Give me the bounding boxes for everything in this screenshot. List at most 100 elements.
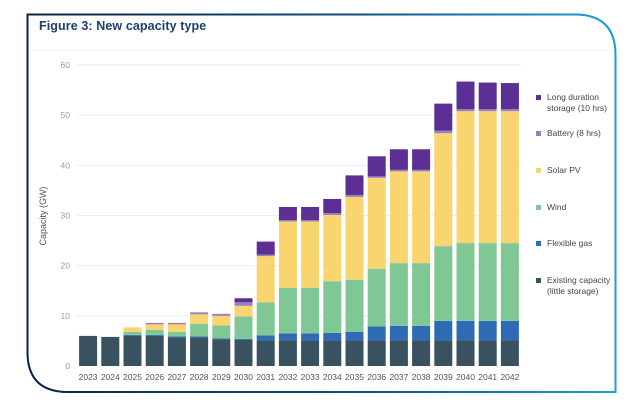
bar-stack-2029 (212, 313, 231, 366)
x-tick-label: 2031 (256, 372, 275, 382)
bar-segment (301, 287, 320, 334)
bar-segment (145, 324, 164, 330)
x-axis-ticks: 2023 2024 2025 2026 2027 2028 2029 2030 2031 2032… (79, 372, 520, 382)
bar-segment (434, 133, 453, 247)
bar-stack-2026 (145, 322, 164, 366)
bar-segment (190, 323, 209, 337)
bar-segment (167, 337, 186, 366)
bar-segment (478, 243, 497, 321)
bar-segment (478, 111, 497, 244)
figure-title: Figure 3: New capacity type (39, 19, 207, 33)
bar-segment (212, 338, 231, 340)
legend-item: Solar PV (536, 165, 621, 176)
bar-segment (278, 221, 297, 288)
x-tick-label: 2025 (123, 372, 142, 382)
bar-segment (345, 340, 364, 366)
bar-segment (456, 320, 475, 341)
y-tick-label: 0 (65, 361, 70, 371)
bar-stack-2035 (345, 175, 364, 366)
bar-segment (256, 256, 275, 303)
bar-segment (234, 298, 253, 303)
bar-segment (301, 340, 320, 366)
bar-segment (234, 339, 253, 366)
bar-segment (367, 268, 386, 327)
y-tick-label: 30 (61, 211, 71, 221)
bar-segment (500, 340, 519, 366)
bar-segment (323, 281, 342, 333)
bar-segment (412, 340, 431, 366)
bar-segment (434, 103, 453, 131)
bar-segment (256, 254, 275, 257)
bar-segment (434, 130, 453, 134)
bar-segment (478, 109, 497, 112)
frame-border (26, 13, 617, 393)
bar-segment (145, 322, 164, 325)
bar-segment (167, 331, 186, 337)
x-tick-label: 2033 (301, 372, 320, 382)
bar-segment (478, 320, 497, 341)
bar-segment (145, 329, 164, 335)
bar-segment (345, 175, 364, 195)
bar-segment (167, 324, 186, 332)
bar-segment (345, 279, 364, 332)
bar-segment (278, 333, 297, 341)
bar-segment (256, 241, 275, 255)
x-tick-label: 2029 (212, 372, 231, 382)
bar-segment (256, 335, 275, 341)
bar-segment (478, 82, 497, 110)
bar-segment (500, 83, 519, 110)
y-axis-ticks: 0 10 20 30 40 50 60 (61, 60, 71, 371)
legend-swatch (536, 205, 541, 210)
bar-stack-2033 (301, 206, 320, 366)
x-tick-label: 2035 (345, 372, 364, 382)
bar-segment (234, 316, 253, 339)
bar-segment (345, 331, 364, 341)
legend-label: Wind (547, 202, 567, 212)
y-tick-label: 40 (61, 160, 71, 170)
bar-segment (212, 339, 231, 366)
bar-segment (301, 221, 320, 288)
bar-segment (389, 340, 408, 366)
bar-segment (434, 246, 453, 321)
bar-segment (500, 109, 519, 112)
bar-segment (389, 149, 408, 170)
bar-segment (412, 263, 431, 326)
bar-segment (456, 81, 475, 110)
bar-segment (345, 194, 364, 197)
legend-label: Long duration storage (10 hrs) (547, 92, 607, 113)
legend-label: Flexible gas (547, 238, 593, 248)
bar-segment (190, 314, 209, 324)
bar-segment (167, 322, 186, 325)
bar-segment (323, 212, 342, 215)
bar-stack-2031 (256, 241, 275, 366)
bar-stack-2027 (167, 322, 186, 366)
bar-segment (500, 243, 519, 321)
legend-label: Battery (8 hrs) (547, 128, 601, 138)
legend-item: Long duration storage (10 hrs) (536, 92, 621, 113)
bar-segment (301, 333, 320, 341)
bar-segment (145, 335, 164, 366)
bar-segment (367, 340, 386, 366)
bar-segment (456, 340, 475, 366)
x-tick-label: 2024 (101, 372, 120, 382)
bar-segment (412, 325, 431, 341)
bar-segment (500, 111, 519, 244)
bar-stack-2028 (190, 312, 209, 366)
legend-item: Battery (8 hrs) (536, 128, 621, 139)
y-tick-label: 20 (61, 261, 71, 271)
bar-segment (412, 171, 431, 264)
bar-stack-2034 (323, 198, 342, 366)
y-tick-label: 10 (61, 311, 71, 321)
bar-stack-2040 (456, 81, 475, 366)
bar-segment (123, 334, 142, 336)
bar-segment (79, 335, 98, 366)
bar-segment (412, 149, 431, 170)
x-tick-label: 2040 (456, 372, 475, 382)
bar-segment (212, 325, 231, 339)
bar-segment (323, 332, 342, 341)
bar-segment (190, 336, 209, 338)
bar-stack-2041 (478, 82, 497, 366)
bar-segment (367, 177, 386, 269)
x-tick-label: 2037 (389, 372, 408, 382)
